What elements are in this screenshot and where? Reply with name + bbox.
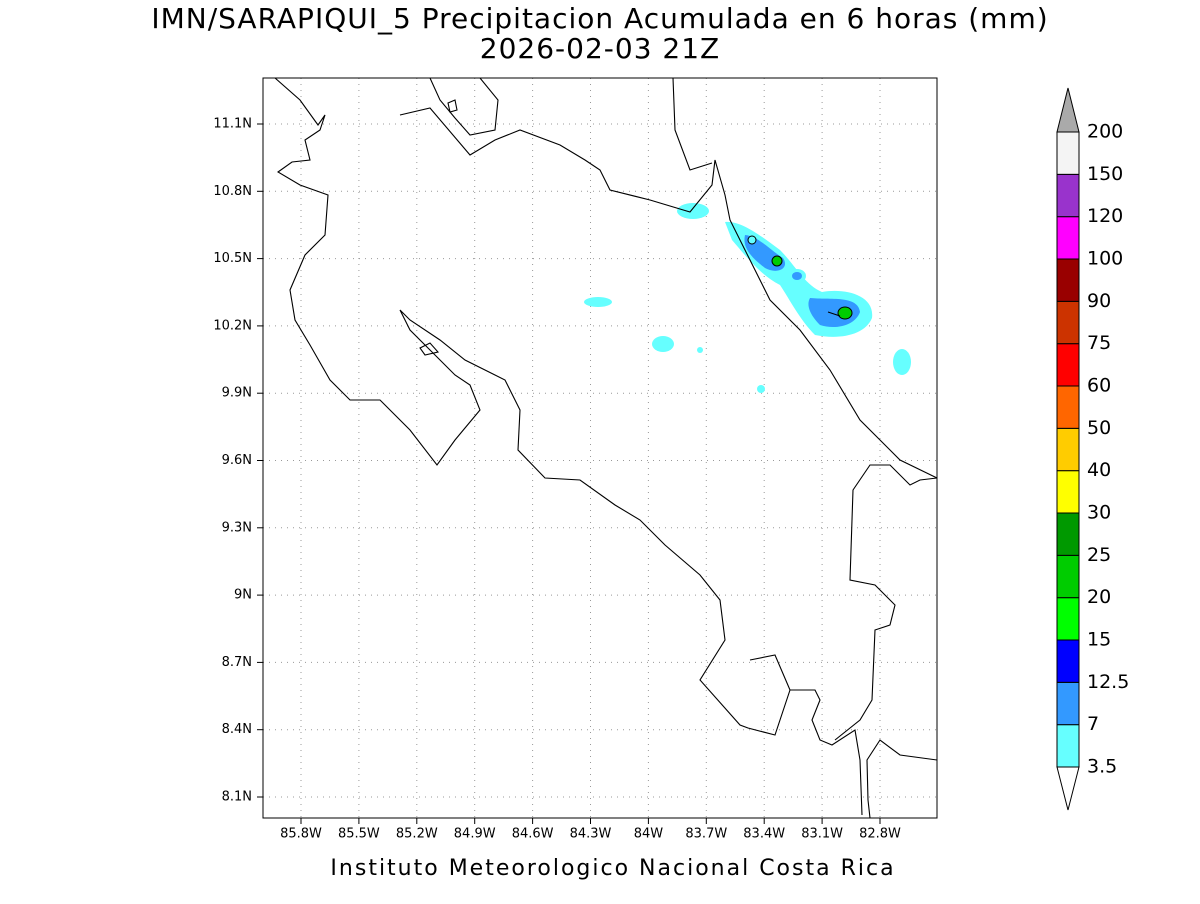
map-subtitle: 2026-02-03 21Z <box>480 32 720 65</box>
y-tick-label: 9.9N <box>222 386 252 401</box>
legend-label: 90 <box>1087 290 1111 312</box>
rain-area <box>652 336 674 352</box>
legend-swatch <box>1056 554 1080 599</box>
x-tick-label: 85.5W <box>338 827 380 842</box>
x-tick-label: 85.2W <box>396 827 438 842</box>
rain-area <box>808 298 860 328</box>
y-tick-label: 9.3N <box>222 520 252 535</box>
legend-swatch <box>1056 173 1080 218</box>
rain-area <box>747 235 757 245</box>
rain-area <box>584 297 612 307</box>
y-tick-label: 10.5N <box>213 251 252 266</box>
rain-area <box>893 349 911 375</box>
rain-area <box>677 203 709 219</box>
legend-label: 25 <box>1087 544 1111 566</box>
x-tick-label: 84W <box>634 827 664 842</box>
legend-label: 15 <box>1087 629 1111 651</box>
legend-label: 50 <box>1087 417 1111 439</box>
legend-label: 30 <box>1087 502 1111 524</box>
x-tick-label: 82.8W <box>859 827 901 842</box>
legend-label: 75 <box>1087 332 1111 354</box>
legend-label: 60 <box>1087 375 1111 397</box>
legend-label: 12.5 <box>1087 671 1129 693</box>
y-tick-label: 8.7N <box>222 655 252 670</box>
legend-label: 20 <box>1087 586 1111 608</box>
legend-swatch <box>1056 597 1080 641</box>
y-tick-label: 10.8N <box>213 184 252 199</box>
x-tick-label: 84.3W <box>570 827 612 842</box>
legend-under <box>1056 766 1080 811</box>
y-tick-label: 11.1N <box>213 117 252 132</box>
legend-label: 100 <box>1087 248 1123 270</box>
legend-swatch <box>1056 385 1080 429</box>
legend-label: 200 <box>1087 121 1123 143</box>
grid <box>257 78 937 824</box>
legend-swatch <box>1056 343 1080 387</box>
legend-label: 150 <box>1087 163 1123 185</box>
color-legend: 3.5 7 12.5 15 20 25 30 40 50 60 75 90 100 120 150 200 <box>1056 87 1129 811</box>
legend-swatch <box>1056 639 1080 683</box>
legend-over <box>1056 87 1080 133</box>
x-tick-label: 85.8W <box>280 827 322 842</box>
y-tick-label: 9.6N <box>222 453 252 468</box>
map-frame <box>262 77 938 819</box>
legend-swatch <box>1056 427 1080 472</box>
legend-label: 120 <box>1087 205 1123 227</box>
precipitation <box>584 203 911 393</box>
legend-swatch <box>1056 512 1080 556</box>
rain-area <box>697 347 703 353</box>
y-tick-label: 10.2N <box>213 318 252 333</box>
footer: Instituto Meteorologico Nacional Costa R… <box>330 856 895 881</box>
legend-swatch <box>1056 470 1080 514</box>
rain-area <box>771 255 783 267</box>
legend-swatch <box>1056 216 1080 260</box>
map-title: IMN/SARAPIQUI_5 Precipitacion Acumulada … <box>151 2 1048 35</box>
x-tick-label: 84.6W <box>512 827 554 842</box>
rain-area <box>757 385 765 393</box>
legend-label: 40 <box>1087 459 1111 481</box>
y-tick-label: 8.1N <box>222 790 252 805</box>
y-tick-label: 8.4N <box>222 722 252 737</box>
x-tick-label: 84.9W <box>454 827 496 842</box>
x-tick-label: 83.7W <box>685 827 727 842</box>
y-tick-label: 9N <box>234 588 252 603</box>
rain-area <box>792 272 802 280</box>
legend-swatch <box>1056 724 1080 768</box>
legend-label: 3.5 <box>1087 756 1117 778</box>
rain-area <box>837 306 853 320</box>
x-tick-label: 83.4W <box>743 827 785 842</box>
legend-swatch <box>1056 258 1080 302</box>
x-tick-label: 83.1W <box>801 827 843 842</box>
legend-swatch <box>1056 681 1080 726</box>
coastline <box>274 78 937 818</box>
legend-label: 7 <box>1087 713 1099 735</box>
legend-swatch <box>1056 131 1080 175</box>
legend-swatch <box>1056 300 1080 345</box>
